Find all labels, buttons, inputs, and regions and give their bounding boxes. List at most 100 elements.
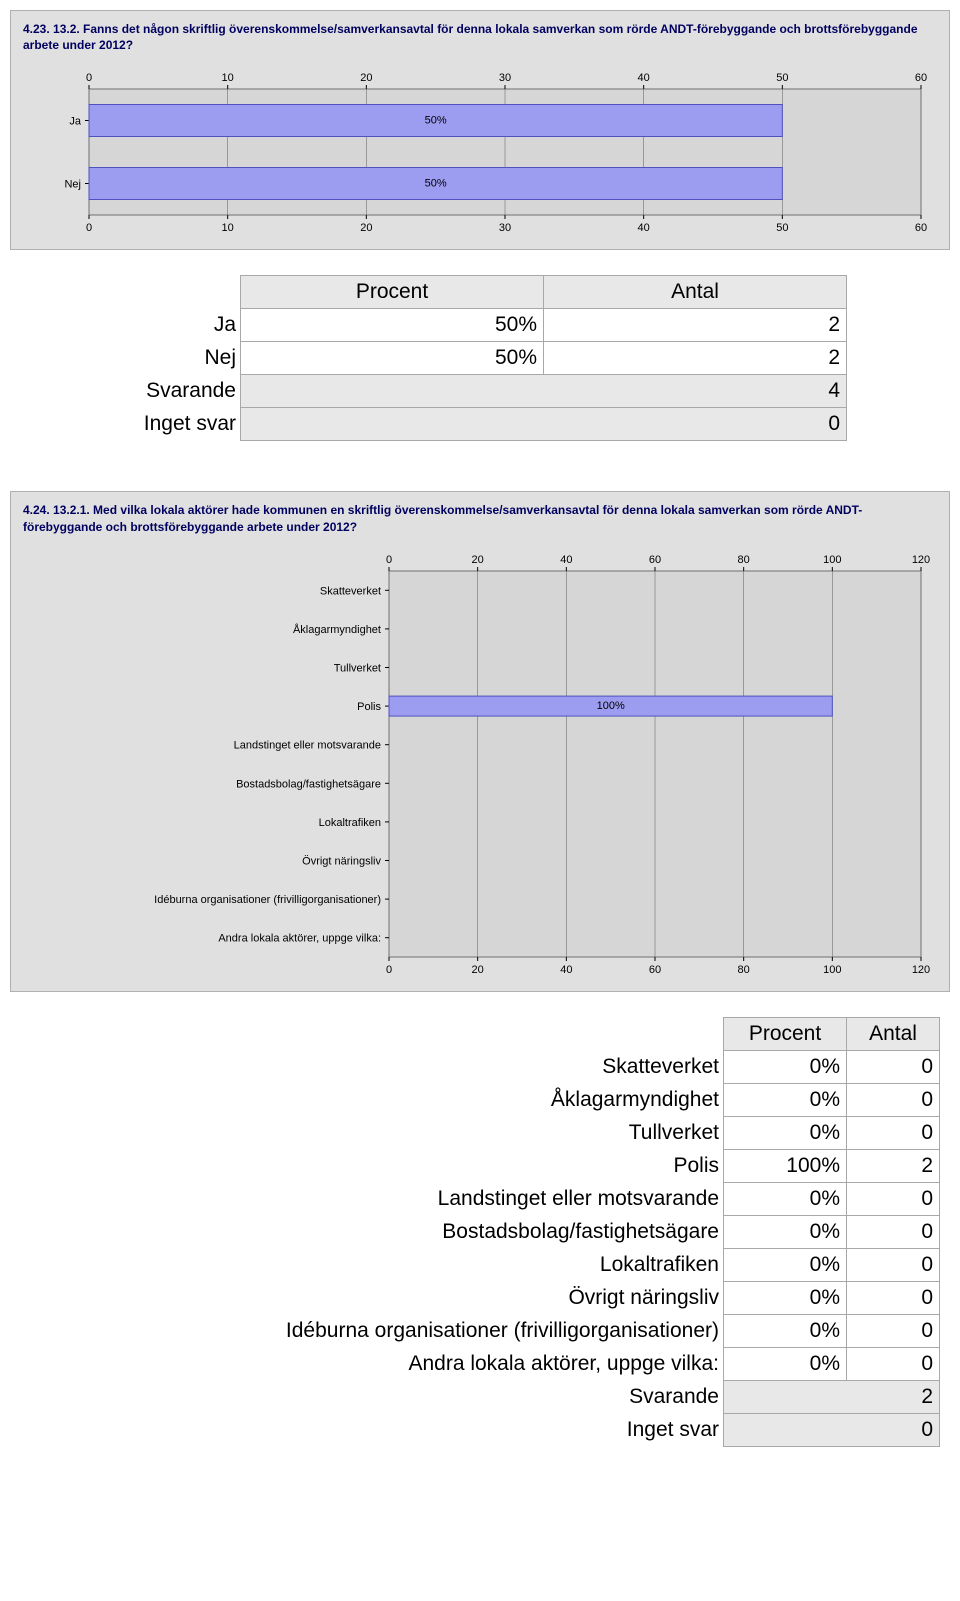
row-label: Tullverket	[103, 1116, 724, 1149]
row-label: Ja	[100, 309, 241, 342]
svg-text:50%: 50%	[425, 178, 447, 190]
svg-text:Andra lokala aktörer, uppge vi: Andra lokala aktörer, uppge vilka:	[218, 932, 381, 944]
cell-antal: 0	[847, 1281, 940, 1314]
cell-procent: 50%	[241, 342, 544, 375]
cell-procent: 100%	[724, 1149, 847, 1182]
row-label: Nej	[100, 342, 241, 375]
row-label: Landstinget eller motsvarande	[103, 1182, 724, 1215]
svg-text:Polis: Polis	[357, 701, 381, 713]
svg-text:30: 30	[499, 72, 511, 84]
row-label: Åklagarmyndighet	[103, 1083, 724, 1116]
table1-wrap: Procent Antal Ja50%2Nej50%2Svarande4Inge…	[10, 275, 950, 441]
summary-label: Inget svar	[100, 408, 241, 441]
svg-text:0: 0	[386, 964, 392, 976]
svg-text:20: 20	[360, 222, 372, 234]
svg-text:Åklagarmyndighet: Åklagarmyndighet	[293, 623, 381, 636]
row-label: Övrigt näringsliv	[103, 1281, 724, 1314]
svg-text:Bostadsbolag/fastighetsägare: Bostadsbolag/fastighetsägare	[236, 778, 381, 790]
cell-procent: 0%	[724, 1248, 847, 1281]
summary-row: Inget svar0	[103, 1413, 940, 1446]
summary-row: Inget svar0	[100, 408, 847, 441]
summary-label: Svarande	[103, 1380, 724, 1413]
svg-text:40: 40	[560, 964, 572, 976]
table-row: Idéburna organisationer (frivilligorgani…	[103, 1314, 940, 1347]
summary-row: Svarande2	[103, 1380, 940, 1413]
svg-text:30: 30	[499, 222, 511, 234]
row-label: Polis	[103, 1149, 724, 1182]
svg-text:50: 50	[776, 72, 788, 84]
table-row: Övrigt näringsliv0%0	[103, 1281, 940, 1314]
svg-text:20: 20	[472, 964, 484, 976]
svg-text:0: 0	[86, 222, 92, 234]
svg-text:0: 0	[386, 554, 392, 566]
cell-antal: 0	[847, 1050, 940, 1083]
svg-text:Ja: Ja	[69, 116, 82, 128]
table2-head-procent: Procent	[724, 1017, 847, 1050]
svg-text:10: 10	[222, 222, 234, 234]
svg-text:Nej: Nej	[64, 179, 81, 191]
svg-text:50: 50	[776, 222, 788, 234]
cell-antal: 0	[847, 1314, 940, 1347]
row-label: Bostadsbolag/fastighetsägare	[103, 1215, 724, 1248]
summary-val: 0	[241, 408, 847, 441]
table-row: Åklagarmyndighet0%0	[103, 1083, 940, 1116]
svg-text:20: 20	[472, 554, 484, 566]
chart1-svg: 0 0 10 10 20 20 30 30 40 40 50 50 60 60 Ja 50% Nej 50%	[19, 67, 939, 237]
row-label: Andra lokala aktörer, uppge vilka:	[103, 1347, 724, 1380]
cell-procent: 0%	[724, 1083, 847, 1116]
cell-procent: 0%	[724, 1182, 847, 1215]
table-corner	[100, 276, 241, 309]
table-row: Andra lokala aktörer, uppge vilka:0%0	[103, 1347, 940, 1380]
summary-val: 0	[724, 1413, 940, 1446]
table1-head-antal: Antal	[544, 276, 847, 309]
table1-head-procent: Procent	[241, 276, 544, 309]
summary-label: Svarande	[100, 375, 241, 408]
chart1-container: 4.23. 13.2. Fanns det någon skriftlig öv…	[10, 10, 950, 250]
cell-procent: 0%	[724, 1116, 847, 1149]
summary-val: 2	[724, 1380, 940, 1413]
svg-text:80: 80	[738, 964, 750, 976]
svg-text:60: 60	[915, 222, 927, 234]
summary-row: Svarande4	[100, 375, 847, 408]
svg-text:20: 20	[360, 72, 372, 84]
svg-text:Landstinget eller motsvarande: Landstinget eller motsvarande	[234, 739, 381, 751]
svg-text:0: 0	[86, 72, 92, 84]
svg-text:50%: 50%	[425, 115, 447, 127]
svg-text:40: 40	[560, 554, 572, 566]
table-row: Polis100%2	[103, 1149, 940, 1182]
table-row: Bostadsbolag/fastighetsägare0%0	[103, 1215, 940, 1248]
svg-text:Idéburna organisationer (frivi: Idéburna organisationer (frivilligorgani…	[154, 894, 381, 906]
svg-text:Övrigt näringsliv: Övrigt näringsliv	[302, 855, 381, 867]
table-corner	[103, 1017, 724, 1050]
row-label: Skatteverket	[103, 1050, 724, 1083]
table-row: Tullverket0%0	[103, 1116, 940, 1149]
svg-text:60: 60	[915, 72, 927, 84]
svg-text:40: 40	[638, 222, 650, 234]
cell-antal: 0	[847, 1182, 940, 1215]
cell-procent: 50%	[241, 309, 544, 342]
cell-antal: 0	[847, 1347, 940, 1380]
svg-text:Lokaltrafiken: Lokaltrafiken	[319, 817, 381, 829]
svg-text:60: 60	[649, 554, 661, 566]
cell-antal: 2	[847, 1149, 940, 1182]
cell-antal: 2	[544, 309, 847, 342]
svg-text:100: 100	[823, 554, 841, 566]
row-label: Lokaltrafiken	[103, 1248, 724, 1281]
cell-procent: 0%	[724, 1050, 847, 1083]
svg-text:40: 40	[638, 72, 650, 84]
svg-text:120: 120	[912, 964, 930, 976]
svg-text:Tullverket: Tullverket	[334, 662, 381, 674]
chart1-title: 4.23. 13.2. Fanns det någon skriftlig öv…	[23, 21, 941, 53]
summary-val: 4	[241, 375, 847, 408]
table-row: Lokaltrafiken0%0	[103, 1248, 940, 1281]
cell-procent: 0%	[724, 1281, 847, 1314]
cell-antal: 0	[847, 1116, 940, 1149]
chart2-svg: 002020404060608080100100120120Skatteverk…	[19, 549, 939, 979]
cell-antal: 2	[544, 342, 847, 375]
svg-text:120: 120	[912, 554, 930, 566]
table-row: Ja50%2	[100, 309, 847, 342]
table2-wrap: Procent Antal Skatteverket0%0Åklagarmynd…	[10, 1017, 940, 1447]
row-label: Idéburna organisationer (frivilligorgani…	[103, 1314, 724, 1347]
svg-text:10: 10	[222, 72, 234, 84]
table1: Procent Antal Ja50%2Nej50%2Svarande4Inge…	[100, 275, 847, 441]
